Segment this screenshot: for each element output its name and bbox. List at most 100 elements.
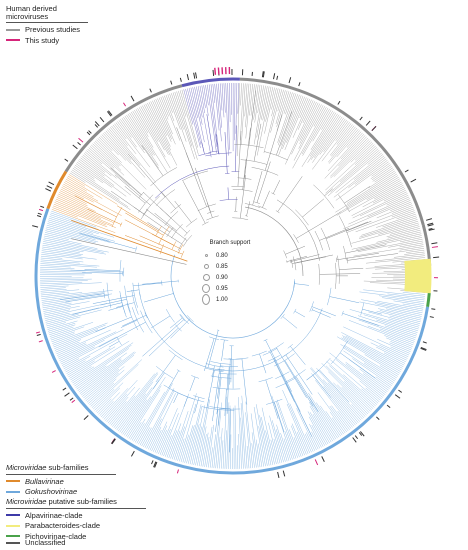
sample-tick — [35, 331, 41, 334]
branch-line — [88, 147, 143, 196]
branch-line — [61, 346, 95, 365]
branch-line — [203, 338, 215, 372]
branch-line — [60, 339, 105, 363]
branch-line — [218, 83, 222, 128]
sample-tick — [111, 438, 116, 444]
branch-line — [53, 329, 99, 348]
branch-line — [131, 111, 154, 148]
branch-line — [63, 333, 128, 369]
branch-line — [298, 104, 322, 149]
branch-line — [363, 289, 425, 297]
branch-line — [393, 300, 424, 306]
branch-line — [41, 290, 113, 299]
branch-line — [207, 84, 217, 154]
branch-arc — [119, 260, 122, 282]
sample-tick — [298, 82, 301, 87]
branch-line — [57, 195, 94, 213]
branch-line — [391, 208, 415, 218]
branch-line — [296, 211, 341, 239]
branch-line — [367, 325, 415, 344]
branch-line — [154, 425, 168, 453]
branch-line — [70, 269, 124, 273]
branch-line — [89, 146, 115, 169]
sample-tick — [37, 212, 42, 215]
sample-tick — [94, 121, 100, 127]
branch-line — [66, 347, 111, 374]
branch-line — [311, 306, 336, 317]
branch-line — [80, 157, 105, 177]
branch-line — [256, 85, 266, 138]
branch-line — [127, 113, 155, 156]
branch-line — [399, 246, 424, 251]
branch-line — [357, 315, 418, 335]
branch-line — [390, 341, 412, 351]
branch-line — [72, 302, 122, 315]
branch-arc — [209, 406, 231, 409]
branch-line — [342, 337, 402, 371]
branch-line — [155, 99, 176, 145]
sample-tick — [111, 438, 116, 445]
branch-line — [312, 117, 344, 163]
branch-line — [363, 362, 394, 383]
branch-line — [321, 363, 371, 412]
branch-line — [291, 425, 304, 456]
branch-line — [329, 365, 375, 408]
sample-tick — [212, 69, 215, 76]
branch-arc — [185, 218, 198, 228]
branch-line — [296, 431, 307, 455]
branch-arc — [163, 384, 194, 400]
sample-tick — [36, 215, 42, 218]
branch-arc — [263, 338, 268, 342]
branch-line — [289, 403, 312, 453]
branch-arc — [343, 245, 347, 261]
branch-line — [319, 369, 350, 403]
sample-tick — [404, 169, 409, 173]
branch-arc — [208, 150, 218, 153]
sample-tick — [276, 75, 279, 80]
branch-line — [95, 387, 121, 412]
branch-line — [299, 103, 321, 144]
branch-arc — [223, 358, 243, 360]
branch-line — [215, 134, 219, 154]
branch-line — [309, 113, 338, 157]
branch-arc — [124, 285, 131, 313]
branch-arc — [166, 227, 174, 237]
support-dot-icon — [202, 284, 210, 293]
branch-line — [79, 351, 135, 394]
legend-title-rest: sub-families — [46, 463, 89, 472]
branch-line — [258, 426, 266, 467]
branch-line — [74, 348, 129, 387]
branch-line — [148, 327, 179, 357]
branch-line — [55, 200, 113, 226]
branch-line — [374, 303, 423, 313]
branch-line — [64, 182, 99, 202]
branch-line — [312, 414, 330, 444]
branch-arc — [280, 314, 285, 319]
branch-line — [41, 255, 63, 259]
branch-arc — [262, 348, 278, 356]
branch-line — [164, 95, 175, 122]
branch-line — [170, 318, 191, 339]
branch-line — [113, 372, 158, 428]
branch-line — [151, 315, 171, 329]
branch-line — [194, 397, 200, 414]
branch-line — [382, 297, 425, 304]
branch-arc — [184, 229, 191, 237]
branch-line — [345, 244, 387, 254]
branch-arc — [217, 368, 225, 371]
branch-line — [78, 359, 122, 393]
branch-line — [321, 123, 352, 162]
branch-line — [347, 175, 398, 207]
branch-line — [358, 319, 416, 340]
branch-line — [383, 352, 406, 364]
branch-arc — [175, 324, 182, 332]
branch-line — [336, 253, 379, 261]
branch-line — [41, 252, 97, 260]
branch-line — [276, 424, 288, 462]
branch-line — [104, 131, 146, 178]
branch-line — [302, 100, 314, 124]
branch-arc — [240, 159, 268, 165]
branch-line — [329, 405, 349, 431]
branch-line — [261, 417, 272, 466]
branch-line — [285, 354, 313, 395]
